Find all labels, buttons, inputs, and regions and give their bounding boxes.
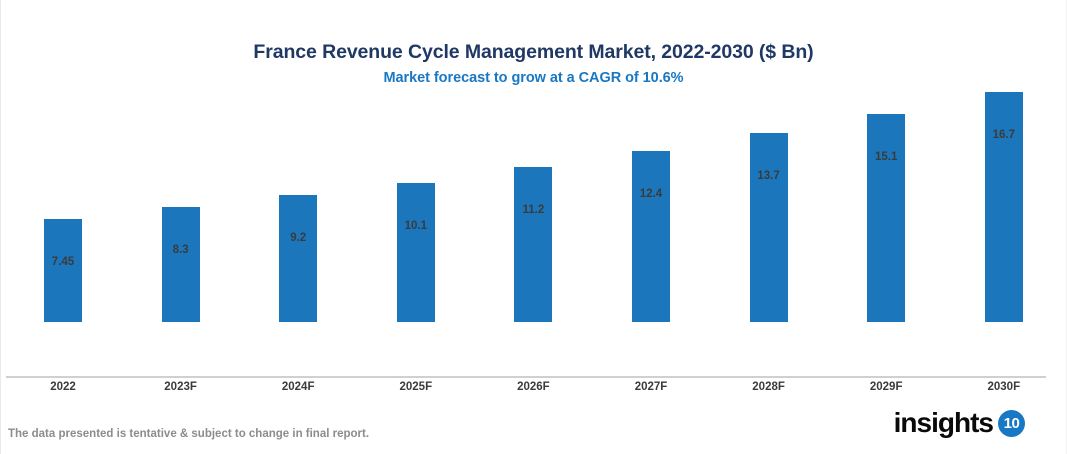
bar-value-label: 15.1 — [874, 150, 898, 163]
x-tick-2027F: 2027F — [634, 381, 668, 393]
bar-value-label: 9.2 — [290, 232, 307, 245]
bar-value-label: 12.4 — [639, 187, 663, 200]
logo-badge-icon: 10 — [998, 409, 1025, 437]
bar-value-label: 11.2 — [522, 204, 545, 217]
bar-value-label: 13.7 — [757, 169, 780, 182]
bar-value-label: 10.1 — [404, 219, 427, 232]
bar-2027F — [632, 150, 670, 322]
chart-title: France Revenue Cycle Management Market, … — [253, 41, 814, 63]
bar-2022 — [44, 219, 82, 322]
x-tick-2025F: 2025F — [399, 381, 433, 393]
bar-2028F — [749, 132, 788, 322]
x-tick-2026F: 2026F — [517, 381, 550, 393]
frame-left-border — [0, 0, 1, 454]
bar-2025F — [396, 182, 435, 322]
x-tick-2022: 2022 — [50, 381, 76, 393]
x-tick-2028F: 2028F — [752, 381, 785, 393]
x-axis-baseline — [6, 376, 1046, 378]
x-tick-2023F: 2023F — [164, 381, 197, 393]
disclaimer-note: The data presented is tentative & subjec… — [8, 428, 370, 440]
x-tick-2024F: 2024F — [281, 381, 315, 393]
bar-value-label: 16.7 — [992, 128, 1015, 141]
bar-value-label: 7.45 — [51, 256, 75, 269]
chart-subtitle: Market forecast to grow at a CAGR of 10.… — [383, 70, 684, 86]
bar-2029F — [867, 113, 906, 322]
logo-wordmark: insights — [893, 407, 994, 438]
x-tick-2030F: 2030F — [987, 381, 1021, 393]
bar-2030F — [984, 91, 1023, 322]
plot-area: 7.45 8.3 9.2 10.1 11.2 12.4 13.7 15.1 16.7 2022 2… — [6, 91, 1046, 393]
x-tick-2029F: 2029F — [869, 381, 903, 393]
bar-2026F — [514, 167, 553, 322]
bar-2024F — [279, 195, 318, 322]
bar-value-label: 8.3 — [172, 244, 189, 257]
bar-2023F — [161, 207, 200, 322]
insights10-logo: insights 10 — [894, 409, 1025, 437]
